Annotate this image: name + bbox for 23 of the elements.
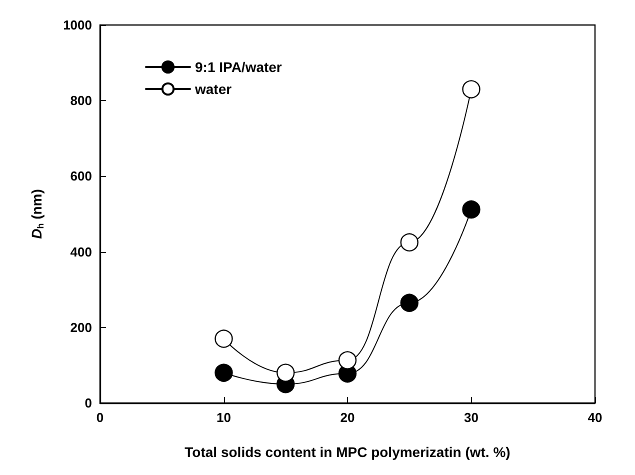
x-tick-label: 0: [96, 410, 104, 425]
y-tick-label: 400: [70, 244, 92, 260]
legend-label: water: [194, 81, 232, 97]
point: [276, 364, 295, 382]
y-tick-label: 200: [70, 320, 92, 335]
point: [214, 330, 233, 348]
point: [462, 80, 480, 98]
x-tick-label: 10: [216, 410, 231, 425]
x-axis-title: Total solids content in MPC polymerizatin (wt. %): [184, 444, 510, 460]
x-tick-label: 40: [588, 410, 602, 425]
y-tick-label: 800: [70, 93, 92, 108]
point: [400, 233, 418, 252]
point: [214, 364, 233, 382]
x-tick-label: 30: [464, 410, 478, 425]
point: [338, 351, 357, 370]
point: [400, 294, 418, 312]
y-tick-label: 0: [84, 396, 92, 410]
point: [462, 200, 480, 219]
x-tick-label: 20: [340, 410, 355, 425]
y-tick-label: 1000: [63, 18, 92, 32]
y-tick-label: 600: [70, 168, 92, 184]
legend-label: 9:1 IPA/water: [195, 59, 282, 75]
y-axis-title: Dh (nm): [28, 189, 46, 239]
